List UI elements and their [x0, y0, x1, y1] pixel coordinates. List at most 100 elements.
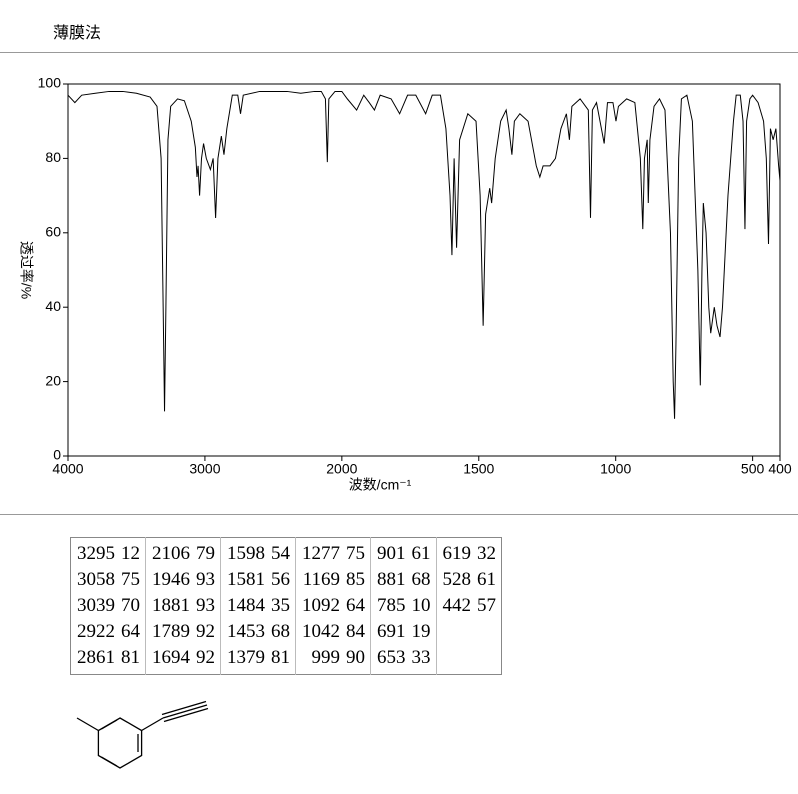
transmittance: 68 [411, 569, 431, 590]
transmittance: 10 [411, 595, 431, 616]
table-cell: 3039 70 [71, 593, 146, 619]
table-cell: 2861 81 [71, 645, 146, 675]
transmittance: 75 [346, 543, 365, 564]
wavenumber: 3295 [77, 543, 115, 564]
wavenumber: 1042 [302, 621, 340, 642]
table-cell: 1092 64 [295, 593, 371, 619]
transmittance: 61 [477, 569, 496, 590]
page-title: 薄膜法 [53, 23, 102, 42]
transmittance: 33 [411, 647, 431, 668]
triple-bond [161, 700, 207, 716]
separator [0, 52, 798, 53]
wavenumber: 1169 [302, 569, 340, 590]
wavenumber: 528 [442, 569, 472, 590]
transmittance: 92 [196, 647, 215, 668]
bond [141, 717, 164, 732]
transmittance: 70 [121, 595, 140, 616]
y-tick-label: 80 [45, 149, 61, 165]
wavenumber: 881 [377, 569, 406, 590]
transmittance: 93 [196, 569, 215, 590]
table-cell: 785 10 [370, 593, 436, 619]
table-cell: 901 61 [370, 537, 436, 567]
table-cell: 1694 92 [145, 645, 221, 675]
double-bond [101, 756, 118, 767]
y-tick-label: 40 [45, 298, 61, 314]
transmittance: 75 [121, 569, 140, 590]
wavenumber: 1092 [302, 595, 340, 616]
table-cell: 1946 93 [145, 567, 221, 593]
table-cell: 881 68 [370, 567, 436, 593]
transmittance: 92 [196, 621, 215, 642]
table-cell: 1277 75 [295, 537, 371, 567]
table-cell [435, 645, 502, 675]
wavenumber: 1598 [227, 543, 265, 564]
x-tick-label: 1500 [463, 461, 494, 477]
transmittance: 54 [271, 543, 290, 564]
transmittance: 81 [121, 647, 140, 668]
wavenumber: 2106 [152, 543, 190, 564]
transmittance: 56 [271, 569, 290, 590]
x-tick-label: 1000 [600, 461, 631, 477]
transmittance: 57 [477, 595, 496, 616]
y-tick-label: 20 [45, 372, 61, 388]
wavenumber: 901 [377, 543, 406, 564]
table-cell: 3058 75 [71, 567, 146, 593]
spectrum [67, 90, 781, 419]
table-cell: 1379 81 [220, 645, 296, 675]
table-cell: 1581 56 [220, 567, 296, 593]
x-axis-label: 波数/cm⁻¹ [349, 477, 412, 493]
wavenumber: 3039 [77, 595, 115, 616]
table-cell: 691 19 [370, 619, 436, 645]
transmittance: 84 [346, 621, 365, 642]
wavenumber: 691 [377, 621, 406, 642]
table-cell: 619 32 [435, 537, 502, 567]
table-cell: 1453 68 [220, 619, 296, 645]
wavenumber: 999 [311, 647, 341, 668]
table-cell: 2106 79 [145, 537, 221, 567]
wavenumber: 2922 [77, 621, 115, 642]
transmittance: 19 [411, 621, 431, 642]
wavenumber: 1277 [302, 543, 340, 564]
table-cell: 1789 92 [145, 619, 221, 645]
wavenumber: 3058 [77, 569, 115, 590]
transmittance: 68 [271, 621, 290, 642]
methyl-bond [76, 717, 99, 732]
wavenumber: 1789 [152, 621, 190, 642]
transmittance: 64 [121, 621, 140, 642]
y-tick-label: 60 [45, 224, 61, 240]
transmittance: 81 [271, 647, 290, 668]
table-row: 3058 75 1946 93 1581 56 1169 85 881 68 528 61 [71, 567, 502, 593]
benzene-ring [97, 717, 143, 769]
table-cell: 442 57 [435, 593, 502, 619]
table-cell: 1484 35 [220, 593, 296, 619]
wavenumber: 2861 [77, 647, 115, 668]
transmittance: 64 [346, 595, 365, 616]
transmittance: 90 [346, 647, 365, 668]
wavenumber: 1881 [152, 595, 190, 616]
x-tick-label: 2000 [326, 461, 357, 477]
transmittance: 35 [271, 595, 290, 616]
table-row: 3039 70 1881 93 1484 35 1092 64 785 10 442 57 [71, 593, 502, 619]
table-cell: 653 33 [370, 645, 436, 675]
wavenumber: 1946 [152, 569, 190, 590]
triple-bond [163, 707, 209, 723]
table-cell: 1169 85 [295, 567, 371, 593]
separator [0, 514, 798, 515]
table-cell: 1042 84 [295, 619, 371, 645]
transmittance: 32 [477, 543, 496, 564]
wavenumber: 1484 [227, 595, 265, 616]
wavenumber: 1694 [152, 647, 190, 668]
y-tick-label: 100 [38, 75, 62, 91]
x-tick-label: 500 [741, 461, 765, 477]
structure [76, 700, 209, 769]
transmittance: 93 [196, 595, 215, 616]
x-tick-label: 3000 [189, 461, 220, 477]
y-tick-label: 0 [53, 447, 61, 463]
table-cell: 2922 64 [71, 619, 146, 645]
transmittance: 85 [346, 569, 365, 590]
table-row: 2861 81 1694 92 1379 81 999 90 653 33 [71, 645, 502, 675]
table-cell: 3295 12 [71, 538, 146, 568]
table-cell [435, 619, 502, 645]
wavenumber: 785 [377, 595, 406, 616]
